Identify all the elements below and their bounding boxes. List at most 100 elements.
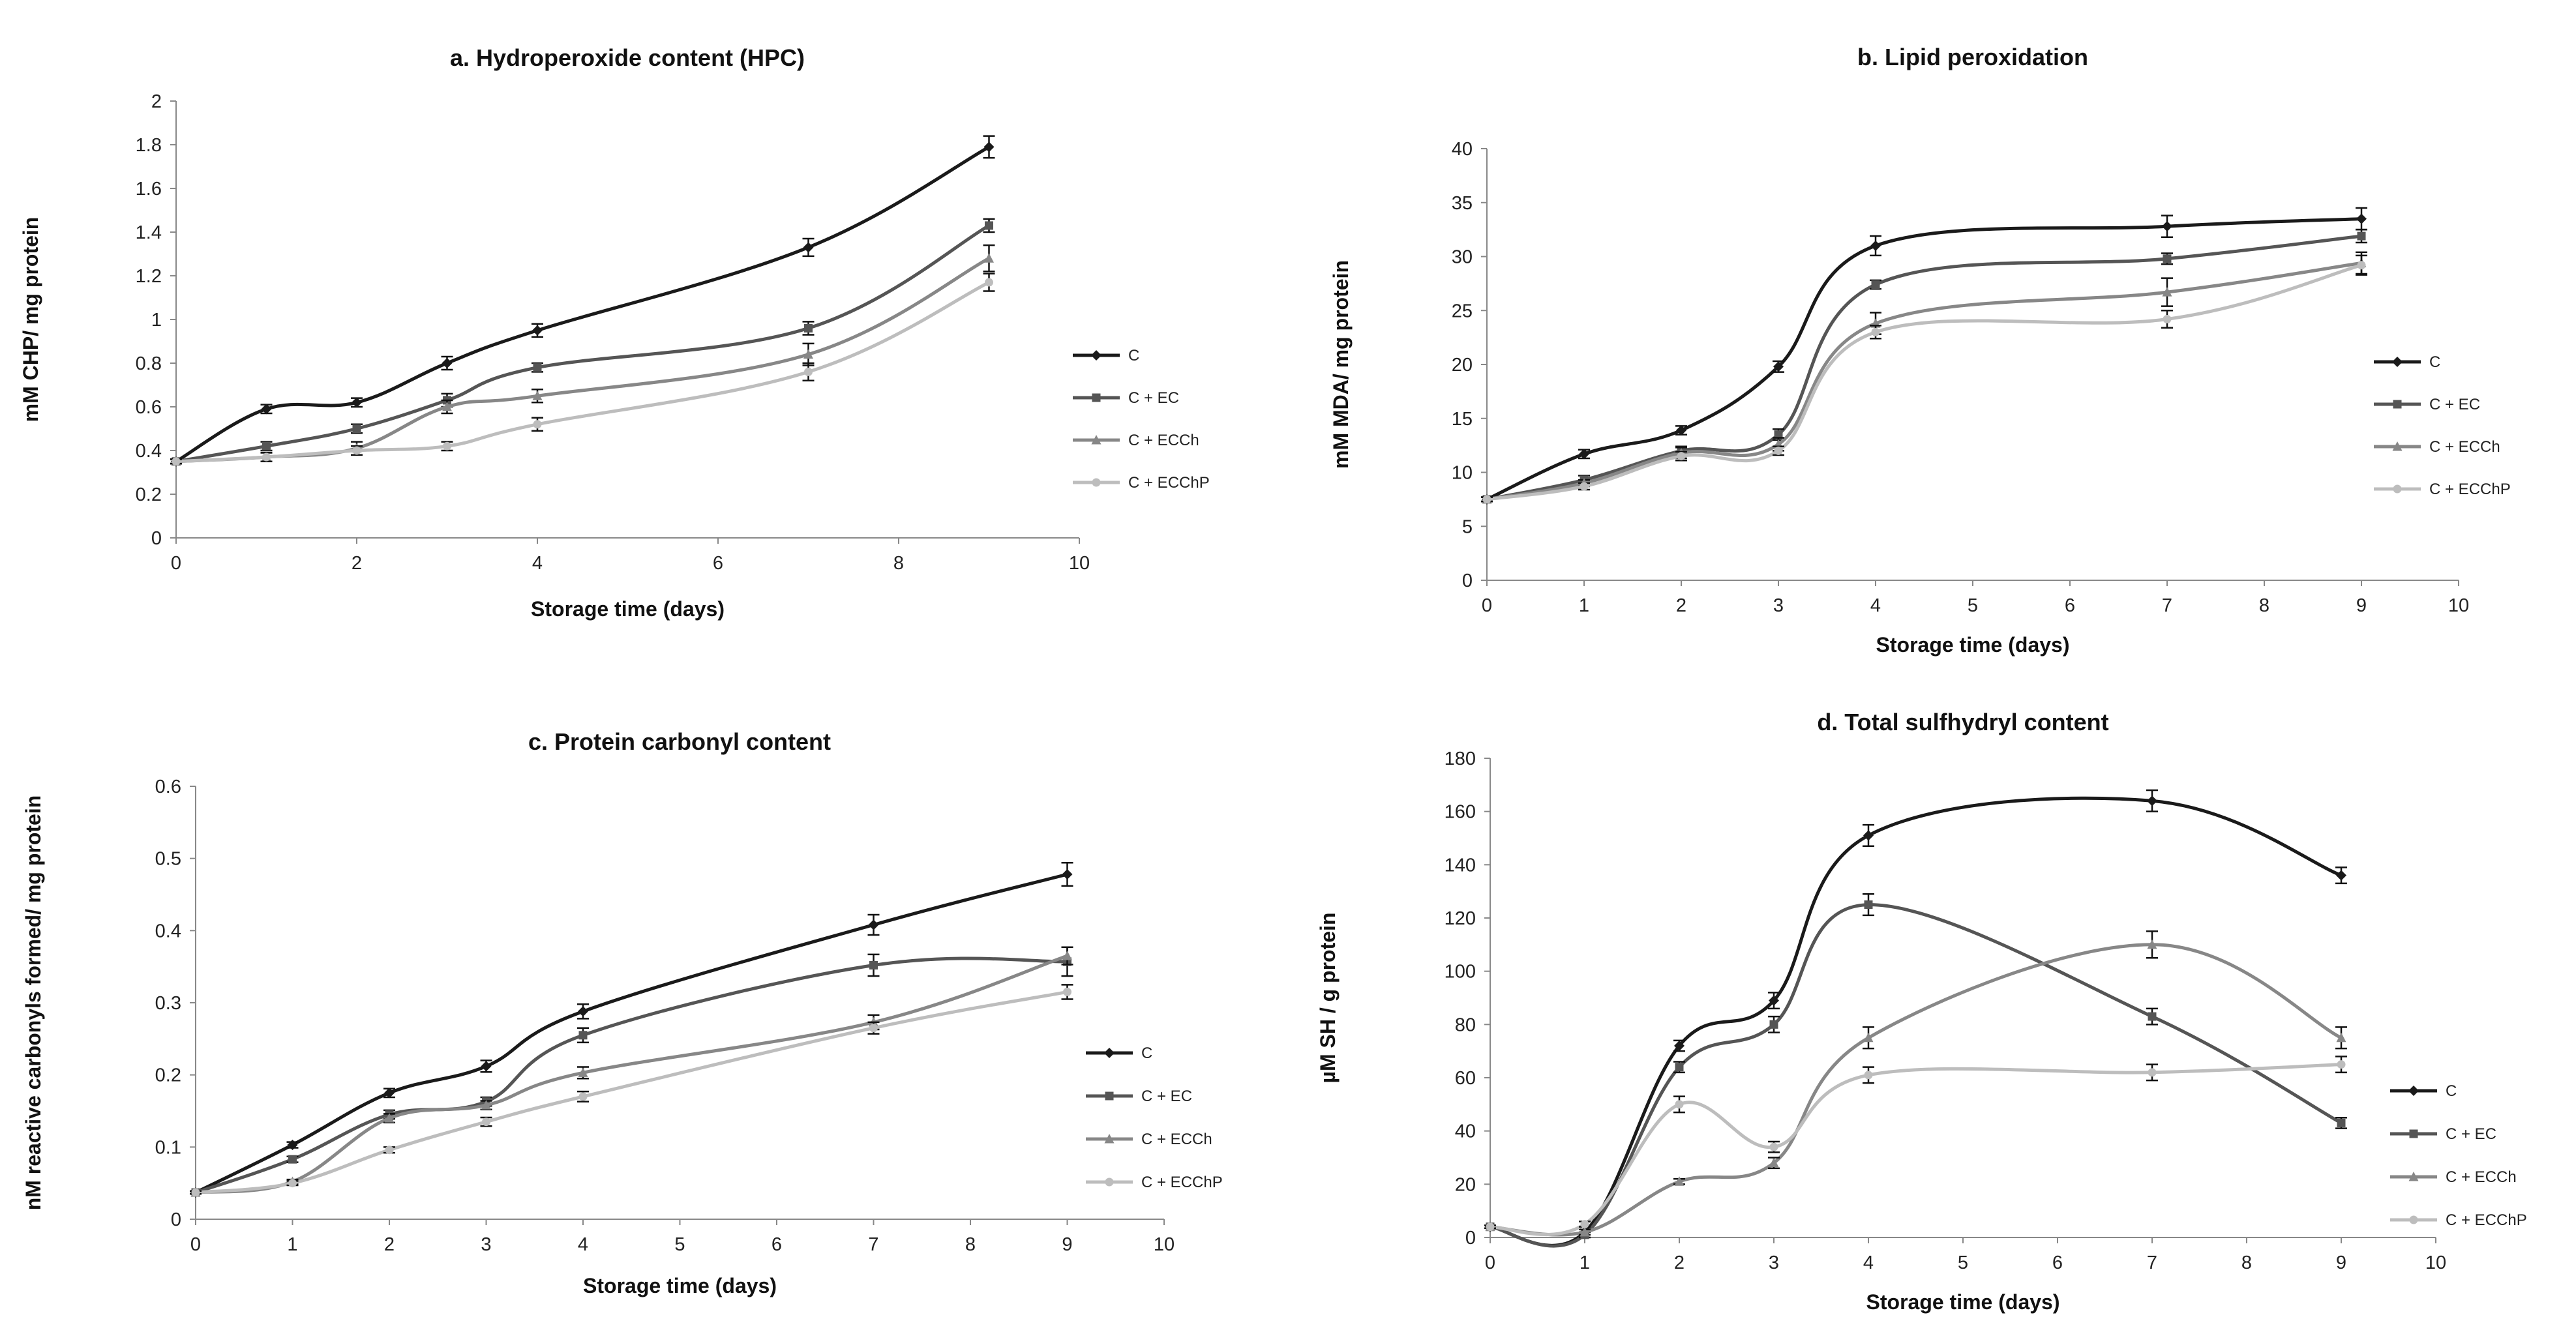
y-tick-label: 25 [1452, 301, 1473, 321]
series-line [174, 280, 991, 464]
y-tick-label: 0.5 [155, 849, 181, 870]
legend-entry: C [2390, 1082, 2457, 1100]
series-line [1488, 796, 2343, 1247]
series-line [1485, 234, 2363, 501]
data-point [1677, 452, 1686, 461]
data-point [1871, 280, 1880, 289]
y-tick-label: 0.2 [155, 1065, 181, 1086]
data-point [1769, 1157, 1779, 1168]
data-point [2147, 939, 2157, 949]
data-point [191, 1188, 200, 1197]
x-tick-label: 0 [1482, 595, 1492, 616]
x-tick-label: 4 [578, 1234, 588, 1255]
y-tick-label: 0.6 [136, 397, 162, 418]
legend-label: C [2429, 353, 2440, 371]
data-point [352, 446, 361, 455]
chart-c-svg: c. Protein carbonyl content 0 0.1 0.2 0.3 0.4… [22, 728, 1223, 1297]
x-tick-label: 6 [771, 1234, 782, 1255]
x-tick-label: 3 [481, 1234, 491, 1255]
x-tick-label: 10 [1154, 1234, 1175, 1255]
y-tick-label: 0.3 [155, 993, 181, 1014]
y-tick-label: 0.4 [136, 441, 162, 462]
data-point [442, 358, 453, 368]
data-point [352, 424, 361, 433]
legend-marker [1105, 1177, 1114, 1187]
series-line [174, 145, 991, 464]
x-tick-label: 2 [384, 1234, 395, 1255]
data-point [443, 441, 451, 451]
x-tick-label: 0 [190, 1234, 201, 1255]
x-tick-label: 10 [2425, 1252, 2446, 1273]
data-point [1580, 1226, 1590, 1237]
chart-title: d. Total sulfhydryl content [1817, 709, 2108, 735]
series-line [194, 990, 1069, 1194]
data-point [1863, 830, 1874, 841]
data-point [288, 1179, 297, 1188]
x-axis-label: Storage time (days) [583, 1274, 777, 1297]
data-point [533, 363, 542, 372]
x-axis-label: Storage time (days) [1866, 1290, 2060, 1314]
chart-panel-b: b. Lipid peroxidation 0 5 10 15 20 25 30 35 40 0 1 2… [1288, 0, 2576, 665]
data-point [1769, 1020, 1778, 1029]
legend-entry: C + EC [2390, 1125, 2496, 1143]
y-tick-label: 0.2 [136, 484, 162, 505]
x-tick-label: 4 [532, 553, 543, 574]
data-point [2357, 231, 2366, 241]
x-tick-label: 4 [1863, 1252, 1874, 1273]
y-tick-label: 160 [1445, 802, 1476, 823]
data-point [481, 1061, 492, 1072]
x-tick-label: 0 [171, 553, 181, 574]
legend-entry: C [1073, 347, 1139, 364]
data-point [262, 452, 271, 462]
chart-panel-c: c. Protein carbonyl content 0 0.1 0.2 0.3 0.4… [0, 665, 1288, 1332]
y-tick-label: 30 [1452, 247, 1473, 268]
x-tick-label: 7 [2147, 1252, 2157, 1273]
data-point [442, 402, 452, 411]
data-point [352, 397, 362, 408]
y-tick-label: 20 [1452, 355, 1473, 376]
y-tick-label: 0 [1465, 1228, 1476, 1249]
series-line [194, 954, 1069, 1194]
data-point [1774, 430, 1783, 439]
data-point [532, 325, 543, 336]
y-tick-label: 60 [1455, 1068, 1476, 1089]
y-tick-label: 1.8 [136, 135, 162, 156]
legend-marker [1104, 1048, 1115, 1058]
y-tick-label: 15 [1452, 409, 1473, 430]
legend-entry: C [2374, 353, 2440, 371]
legend-label: C + ECChP [2446, 1211, 2527, 1229]
y-tick-label: 1.6 [136, 179, 162, 200]
legend-label: C [1141, 1044, 1152, 1062]
x-tick-label: 2 [352, 553, 362, 574]
data-point [1674, 1176, 1685, 1186]
data-point [2356, 213, 2367, 224]
data-point [262, 441, 271, 451]
x-tick-label: 6 [2052, 1252, 2063, 1273]
x-tick-label: 8 [965, 1234, 976, 1255]
legend-label: C + EC [1141, 1088, 1192, 1105]
series-line [1488, 943, 2343, 1237]
x-axis-label: Storage time (days) [1876, 633, 2070, 657]
data-point [482, 1117, 490, 1127]
data-point [1773, 361, 1784, 372]
legend-entry: C [1086, 1044, 1152, 1062]
legend-marker [2408, 1172, 2419, 1181]
chart-title: a. Hydroperoxide content (HPC) [450, 44, 805, 71]
legend-marker [1105, 1091, 1114, 1101]
legend-entry: C + ECChP [1086, 1174, 1223, 1191]
data-point [869, 1024, 878, 1033]
data-point [2337, 1118, 2346, 1127]
legend-label: C + EC [2446, 1125, 2496, 1143]
data-point [481, 1100, 491, 1110]
y-tick-label: 5 [1462, 516, 1473, 537]
y-tick-label: 35 [1452, 193, 1473, 214]
chart-a-svg: a. Hydroperoxide content (HPC) 0 0.2 0.4 0.6… [19, 44, 1210, 621]
x-tick-label: 3 [1773, 595, 1784, 616]
x-tick-label: 3 [1769, 1252, 1779, 1273]
chart-panel-d: d. Total sulfhydryl content 0 20 40 60 80 100 1… [1288, 665, 2576, 1332]
data-point [1063, 987, 1071, 996]
data-point [2162, 221, 2172, 232]
legend-marker [2409, 1215, 2418, 1224]
y-tick-label: 10 [1452, 463, 1473, 484]
legend-marker [2408, 1086, 2419, 1096]
